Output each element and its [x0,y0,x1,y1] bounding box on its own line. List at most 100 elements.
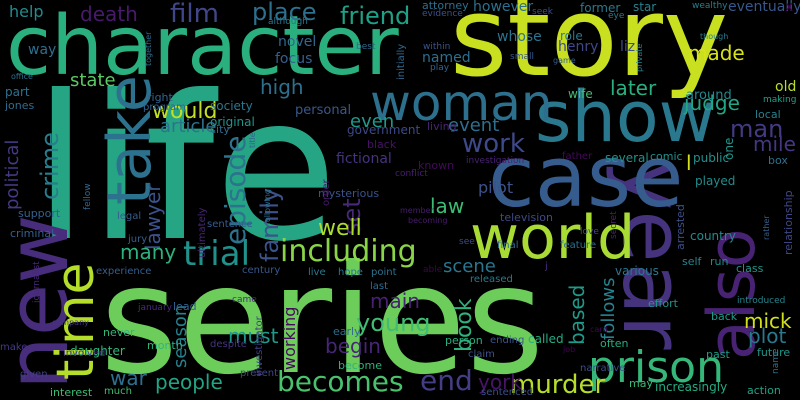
word-mick: mick [744,309,792,333]
word-j: j [545,261,548,272]
word-program: program [143,102,186,113]
word-main: main [370,289,420,313]
word-war: war [110,366,147,390]
word-mysterious: mysterious [318,187,380,200]
word-known: known [418,159,455,172]
word-order: order [321,179,332,206]
word-crime: crime [36,132,64,200]
word-daughter: daughter [70,344,125,358]
word-legal: legal [117,211,142,222]
word-film: film [170,0,219,29]
word-eventually: eventually [728,0,800,15]
word-jones: jones [5,99,35,112]
word-part: part [5,85,30,99]
word-name: name [771,348,781,374]
word-involved: involved [63,348,106,359]
word-made: made [688,41,745,65]
word-love: love [580,227,599,237]
word-private: private [635,43,644,72]
word-back: back [711,310,738,323]
word-investigation: investigation [466,156,525,166]
word-investigator: investigator [254,316,265,376]
word-personal: personal [295,103,352,118]
word-initially: initially [396,43,407,80]
word-member: member [400,206,434,215]
word-although: although [268,17,308,27]
word-including: including [280,234,417,269]
word-become: become [338,359,383,372]
word-month: month [147,339,183,352]
word-support: support [18,207,61,220]
word-several: several [605,151,649,165]
word-article: article [160,116,217,137]
word-fellow: fellow [83,183,93,210]
word-season: season [170,304,191,368]
word-claim: claim [468,349,495,360]
word-government: government [347,123,421,137]
word-best: best [356,42,376,52]
word-make: make [0,342,28,353]
word-trial: trial [183,234,251,274]
word-jury: jury [128,234,148,245]
word-public: public [693,151,730,165]
word-class: class [736,262,764,275]
word-often: often [600,337,629,350]
word-century: century [242,265,281,276]
word-high: high [260,75,304,99]
word-television: television [500,211,553,224]
word-game: game [553,56,576,65]
word-office: office [11,72,33,81]
word-local: local [755,108,781,121]
word-attorney: attorney [422,0,469,12]
word-play: play [430,63,450,73]
word-despite: despite [210,339,247,350]
word-plot: plot [748,324,787,348]
word-pilot: pilot [478,178,514,197]
word-henry: henry [558,39,599,55]
word-x: x [785,0,794,15]
word-live: live [308,267,326,278]
word-past: past [706,348,730,361]
word-star: star [633,0,657,14]
word-journalist: journalist [32,261,42,303]
word-young: young [356,309,431,337]
word-place: place [252,0,317,26]
word-even: even [350,111,395,132]
word-rather: rather [762,215,771,240]
word-city: city [210,123,230,136]
word-focus: focus [275,51,313,67]
word-one: one [722,137,736,160]
word-ending: ending [490,335,525,346]
word-role: role [560,29,583,43]
word-woman: woman [370,74,553,132]
word-conflict: conflict [395,169,428,179]
word-sentence: sentence [207,219,253,230]
word-following: following [263,189,272,225]
word-whose: whose [497,29,542,45]
word-run: run [710,255,729,268]
word-box: box [768,154,788,167]
word-called: called [528,332,564,346]
word-event: event [448,115,500,136]
word-january: january [138,303,172,313]
word-many: many [120,240,177,264]
word-right: right [147,91,173,104]
word-sentenced: sentenced [481,387,534,398]
word-may: may [629,377,653,390]
word-feature: feature [560,240,597,251]
word-must: must [228,324,279,348]
word-later: later [610,76,657,100]
word-man: man [730,115,784,143]
word-given: given [20,369,48,380]
word-final: final [497,240,519,251]
word-murder: murder [510,370,606,400]
word-played: played [695,174,736,188]
word-becoming: becoming [408,216,448,225]
word-introduced: introduced [737,296,786,306]
word-however: however [473,0,534,15]
word-death: death [80,2,138,26]
word-country: country [690,229,736,243]
word-series: series [100,234,545,400]
word-case: case [488,128,684,227]
word-title: title [248,132,257,148]
